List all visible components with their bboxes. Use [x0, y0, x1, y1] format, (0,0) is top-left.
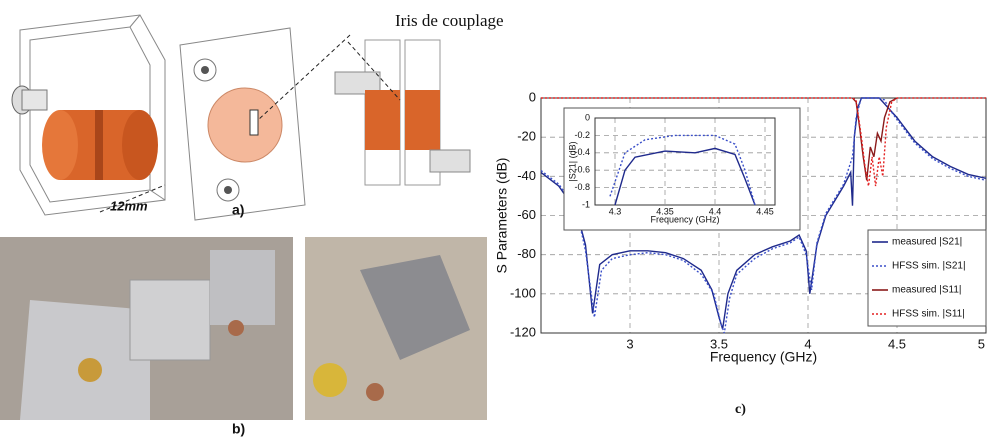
y-tick-label: -40: [517, 168, 536, 183]
x-tick-label: 4.3: [609, 206, 622, 216]
y-tick-label: -1: [582, 199, 590, 209]
photo: [305, 237, 487, 420]
dimension-label: 12mm: [110, 198, 148, 213]
photo: [0, 237, 293, 420]
y-tick-label: -100: [510, 285, 536, 300]
x-axis-label: Frequency (GHz): [650, 214, 719, 224]
y-tick-label: -60: [517, 207, 536, 222]
panel-label: a): [232, 202, 244, 218]
y-tick-label: -20: [517, 129, 536, 144]
resonator: [12, 86, 158, 180]
iris-drawing: [180, 28, 350, 220]
y-tick-label: 0: [529, 89, 536, 104]
x-tick-label: 4.5: [888, 336, 906, 351]
x-tick-label: 3: [626, 336, 633, 351]
y-tick-label: -120: [510, 324, 536, 339]
y-tick-label: -80: [517, 246, 536, 261]
figure: Iris de couplage 12mm a) b) c) 0 -20 -40 -6…: [0, 0, 988, 441]
y-tick-label: -0.2: [574, 130, 590, 140]
y-tick-label: 0: [585, 112, 590, 122]
side-drawing: [335, 40, 470, 185]
x-tick-label: 4.45: [756, 206, 774, 216]
legend-label: measured |S21|: [892, 237, 962, 248]
y-tick-label: -0.8: [574, 182, 590, 192]
y-axis-label: |S21| (dB): [567, 141, 577, 181]
x-axis-label: Frequency (GHz): [710, 349, 817, 365]
y-axis-label: S Parameters (dB): [494, 158, 510, 274]
legend-label: HFSS sim. |S21|: [892, 261, 966, 272]
panel-label: b): [232, 421, 245, 437]
panel-label: c): [735, 402, 746, 417]
legend-label: HFSS sim. |S11|: [892, 309, 965, 320]
iris-label: Iris de couplage: [395, 11, 504, 30]
x-tick-label: 5: [978, 336, 985, 351]
legend-label: measured |S11|: [892, 285, 962, 296]
